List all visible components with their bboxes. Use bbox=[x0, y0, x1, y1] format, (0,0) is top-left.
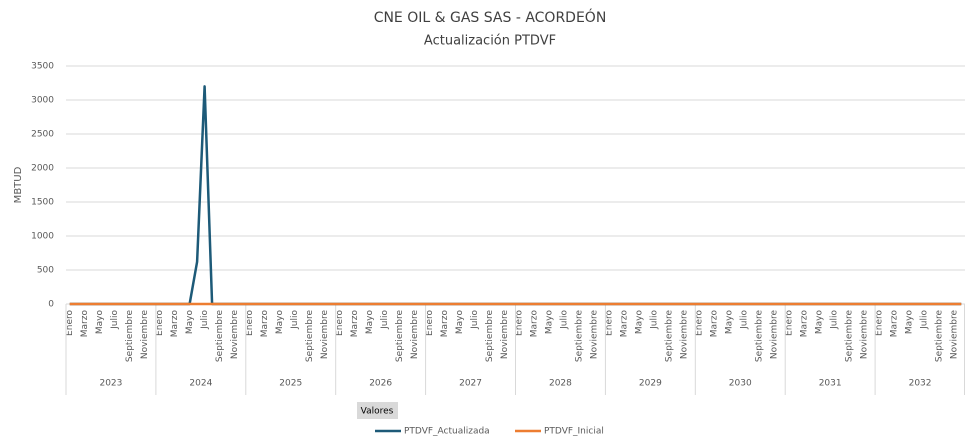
x-tick-label: Enero bbox=[784, 310, 794, 336]
x-group-label: 2032 bbox=[909, 379, 932, 389]
x-group-label: 2031 bbox=[819, 379, 842, 389]
x-tick-label: Mayo bbox=[95, 310, 105, 335]
x-tick-label: Julio bbox=[290, 310, 300, 330]
y-tick-label: 0 bbox=[48, 300, 54, 310]
x-tick-label: Enero bbox=[155, 310, 165, 336]
x-tick-label: Mayo bbox=[545, 310, 555, 335]
x-tick-label: Julio bbox=[650, 310, 660, 330]
x-tick-label: Marzo bbox=[80, 310, 90, 338]
x-tick-label: Septiembre bbox=[485, 310, 495, 363]
x-tick-label: Enero bbox=[335, 310, 345, 336]
legend-label: PTDVF_Inicial bbox=[544, 427, 604, 437]
y-tick-label: 500 bbox=[37, 266, 54, 276]
x-tick-label: Noviembre bbox=[410, 310, 420, 360]
x-tick-label: Marzo bbox=[620, 310, 630, 338]
x-tick-label: Marzo bbox=[260, 310, 270, 338]
x-tick-label: Julio bbox=[829, 310, 839, 330]
x-tick-label: Enero bbox=[65, 310, 75, 336]
x-tick-label: Noviembre bbox=[769, 310, 779, 360]
x-tick-label: Septiembre bbox=[934, 310, 944, 363]
x-group-label: 2026 bbox=[369, 379, 392, 389]
x-group-label: 2030 bbox=[729, 379, 752, 389]
field-button[interactable]: Valores bbox=[361, 407, 394, 417]
x-tick-label: Mayo bbox=[455, 310, 465, 335]
x-tick-label: Noviembre bbox=[859, 310, 869, 360]
x-tick-label: Noviembre bbox=[590, 310, 600, 360]
x-tick-label: Noviembre bbox=[949, 310, 959, 360]
x-tick-label: Enero bbox=[874, 310, 884, 336]
x-tick-label: Septiembre bbox=[305, 310, 315, 363]
x-tick-label: Marzo bbox=[170, 310, 180, 338]
x-tick-label: Julio bbox=[919, 310, 929, 330]
x-tick-label: Noviembre bbox=[500, 310, 510, 360]
x-tick-label: Mayo bbox=[635, 310, 645, 335]
x-tick-label: Septiembre bbox=[125, 310, 135, 363]
x-tick-label: Julio bbox=[380, 310, 390, 330]
x-group-label: 2028 bbox=[549, 379, 572, 389]
y-tick-label: 2000 bbox=[31, 164, 54, 174]
x-tick-label: Julio bbox=[739, 310, 749, 330]
x-tick-label: Julio bbox=[110, 310, 120, 330]
x-tick-label: Julio bbox=[560, 310, 570, 330]
legend-label: PTDVF_Actualizada bbox=[404, 427, 490, 437]
x-tick-label: Mayo bbox=[904, 310, 914, 335]
x-tick-label: Mayo bbox=[365, 310, 375, 335]
x-tick-label: Enero bbox=[515, 310, 525, 336]
y-tick-label: 1000 bbox=[31, 232, 54, 242]
x-tick-label: Julio bbox=[200, 310, 210, 330]
x-group-label: 2027 bbox=[459, 379, 482, 389]
x-tick-label: Mayo bbox=[814, 310, 824, 335]
x-tick-label: Noviembre bbox=[230, 310, 240, 360]
x-tick-label: Septiembre bbox=[665, 310, 675, 363]
y-tick-label: 3000 bbox=[31, 96, 54, 106]
x-tick-label: Septiembre bbox=[754, 310, 764, 363]
x-tick-label: Marzo bbox=[530, 310, 540, 338]
x-tick-label: Mayo bbox=[185, 310, 195, 335]
x-tick-label: Marzo bbox=[799, 310, 809, 338]
chart-subtitle: Actualización PTDVF bbox=[424, 34, 556, 49]
x-tick-label: Septiembre bbox=[395, 310, 405, 363]
x-tick-label: Noviembre bbox=[680, 310, 690, 360]
x-tick-label: Enero bbox=[425, 310, 435, 336]
x-group-label: 2025 bbox=[279, 379, 302, 389]
x-tick-label: Septiembre bbox=[575, 310, 585, 363]
series-line bbox=[69, 85, 962, 306]
x-group-label: 2029 bbox=[639, 379, 662, 389]
x-tick-label: Enero bbox=[695, 310, 705, 336]
x-tick-label: Septiembre bbox=[844, 310, 854, 363]
x-tick-label: Enero bbox=[605, 310, 615, 336]
y-tick-label: 2500 bbox=[31, 130, 54, 140]
x-tick-label: Marzo bbox=[710, 310, 720, 338]
x-tick-label: Mayo bbox=[275, 310, 285, 335]
x-tick-label: Marzo bbox=[440, 310, 450, 338]
x-tick-label: Septiembre bbox=[215, 310, 225, 363]
x-tick-label: Mayo bbox=[725, 310, 735, 335]
x-tick-label: Marzo bbox=[350, 310, 360, 338]
y-tick-label: 1500 bbox=[31, 198, 54, 208]
x-tick-label: Noviembre bbox=[320, 310, 330, 360]
x-tick-label: Enero bbox=[245, 310, 255, 336]
x-group-label: 2023 bbox=[99, 379, 122, 389]
x-tick-label: Julio bbox=[470, 310, 480, 330]
y-tick-label: 3500 bbox=[31, 62, 54, 72]
y-axis-label: MBTUD bbox=[13, 166, 24, 203]
chart-title: CNE OIL & GAS SAS - ACORDEÓN bbox=[374, 8, 607, 26]
x-group-label: 2024 bbox=[189, 379, 212, 389]
field-button-box[interactable] bbox=[357, 402, 398, 419]
x-tick-label: Noviembre bbox=[140, 310, 150, 360]
x-tick-label: Marzo bbox=[889, 310, 899, 338]
